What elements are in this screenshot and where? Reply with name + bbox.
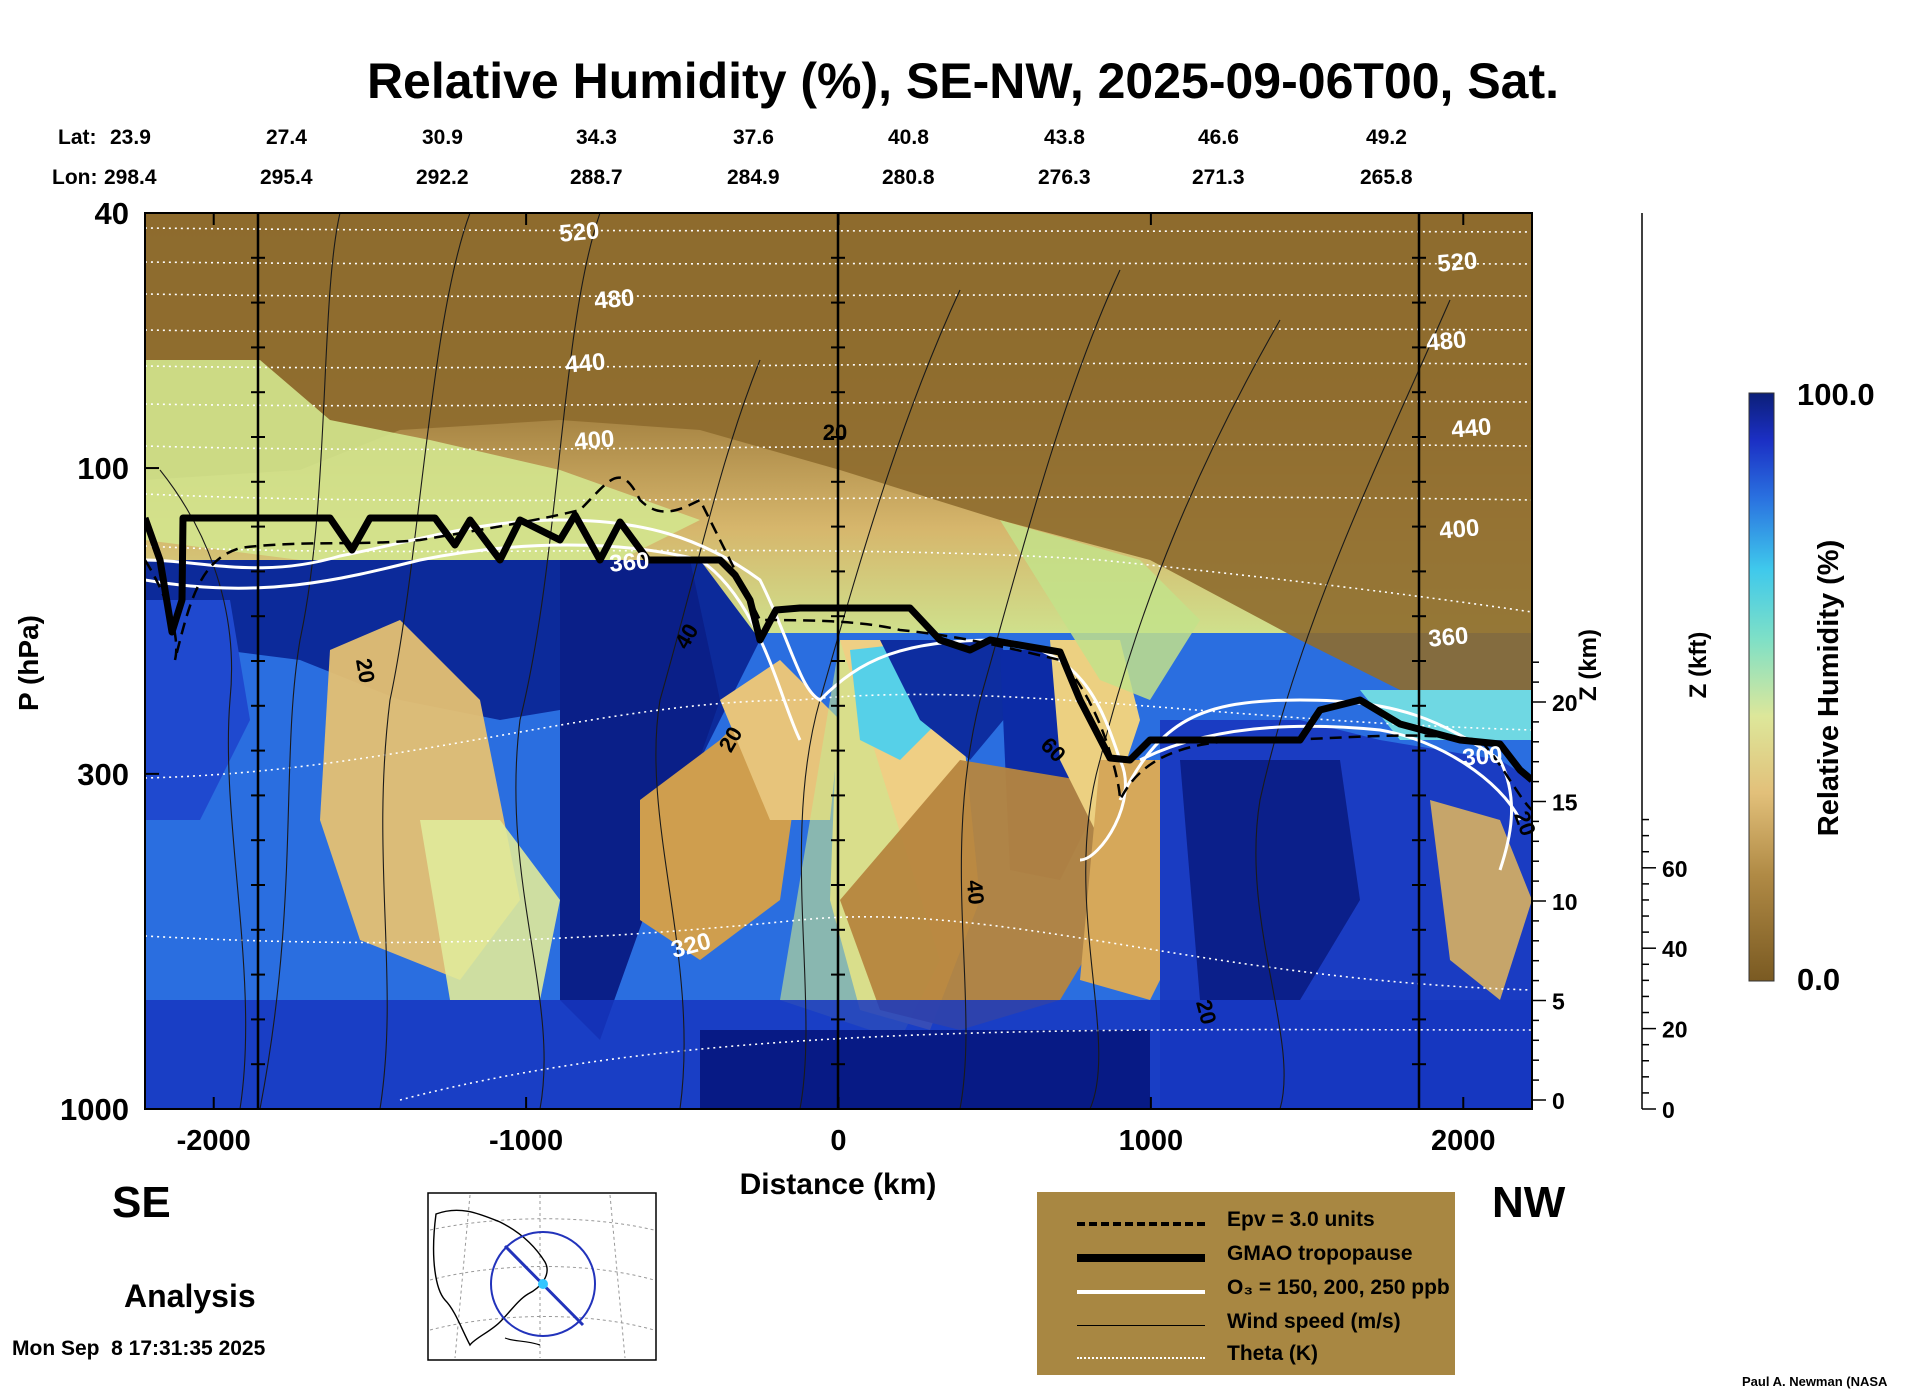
legend-text-ozone: O₃ = 150, 200, 250 ppb [1227, 1276, 1450, 1299]
x-axis: -2000 -1000 0 1000 2000 [177, 213, 1496, 1157]
lat-value: 46.6 [1198, 126, 1239, 149]
theta-label: 440 [1450, 413, 1492, 443]
legend-text-theta: Theta (K) [1227, 1342, 1318, 1365]
colorbar-gradient [1748, 392, 1775, 982]
z-km-tick-label: 20 [1552, 690, 1578, 716]
lat-value: 23.9 [110, 126, 151, 149]
legend-swatch-epv [1077, 1222, 1205, 1226]
lon-label: Lon: [52, 166, 98, 189]
theta-label: 360 [608, 547, 650, 577]
wind-speed-contours [159, 213, 1451, 1109]
lon-value: 292.2 [416, 166, 469, 189]
theta-label: 480 [593, 284, 635, 314]
lat-label: Lat: [58, 126, 97, 149]
direction-nw: NW [1492, 1178, 1566, 1227]
theta-label: 360 [1427, 622, 1469, 652]
lat-value: 49.2 [1366, 126, 1407, 149]
tropopause-line [145, 511, 1532, 783]
y-axis-pressure: 40 100 300 1000 [60, 196, 159, 1127]
lat-value: 40.8 [888, 126, 929, 149]
theta-label: 400 [573, 425, 615, 455]
legend-item-tropopause: GMAO tropopause [1037, 1240, 1455, 1274]
lon-value: 276.3 [1038, 166, 1091, 189]
wind-label: 20 [351, 656, 380, 684]
z-km-tick-label: 5 [1552, 989, 1565, 1015]
timestamp: Mon Sep 8 17:31:35 2025 [12, 1337, 266, 1360]
y-tick-label: 1000 [60, 1092, 129, 1127]
colorbar-label: Relative Humidity (%) [1813, 540, 1845, 837]
z-kft-tick-label: 40 [1662, 936, 1688, 962]
lon-value: 288.7 [570, 166, 623, 189]
z-km-label: Z (km) [1575, 629, 1602, 701]
x-tick-label: 0 [830, 1125, 846, 1157]
wind-label: 20 [823, 420, 847, 445]
y-tick-label: 300 [77, 757, 129, 792]
theta-contours [145, 227, 1532, 1101]
location-map [427, 1192, 657, 1361]
analysis-label: Analysis [124, 1278, 256, 1314]
lat-value: 34.3 [576, 126, 617, 149]
colorbar: 100.0 0.0 Relative Humidity (%) [1748, 377, 1875, 997]
lon-value: 280.8 [882, 166, 935, 189]
z-km-axis: 0 5 10 15 20 [1531, 213, 1578, 1114]
z-km-tick-label: 15 [1552, 790, 1578, 816]
vertical-line-ticks [251, 256, 1426, 1066]
z-kft-label: Z (kft) [1685, 632, 1712, 699]
x-tick-label: -2000 [177, 1125, 251, 1157]
wind-label: 40 [962, 879, 989, 906]
z-kft-axis: 0 20 40 60 [1641, 213, 1688, 1123]
legend-text-epv: Epv = 3.0 units [1227, 1208, 1375, 1231]
legend-item-wind: Wind speed (m/s) [1037, 1308, 1455, 1342]
theta-label: 400 [1438, 514, 1480, 544]
z-kft-tick-label: 0 [1662, 1097, 1675, 1123]
lon-value: 295.4 [260, 166, 313, 189]
z-kft-tick-label: 20 [1662, 1017, 1688, 1043]
y-tick-label: 100 [77, 451, 129, 486]
theta-label: 520 [558, 217, 600, 247]
chart-title: Relative Humidity (%), SE-NW, 2025-09-06… [366, 53, 1560, 109]
legend-item-ozone: O₃ = 150, 200, 250 ppb [1037, 1274, 1455, 1308]
lat-value: 37.6 [733, 126, 774, 149]
legend: Epv = 3.0 units GMAO tropopause O₃ = 150… [1037, 1192, 1455, 1375]
direction-se: SE [112, 1178, 171, 1227]
theta-label: 480 [1425, 326, 1467, 356]
x-tick-label: 2000 [1431, 1125, 1496, 1157]
x-axis-label: Distance (km) [740, 1168, 937, 1201]
legend-swatch-theta [1077, 1357, 1205, 1359]
theta-label: 440 [564, 348, 606, 378]
legend-swatch-wind [1077, 1325, 1205, 1326]
lon-value: 298.4 [104, 166, 157, 189]
legend-item-theta: Theta (K) [1037, 1340, 1455, 1374]
z-km-tick-label: 10 [1552, 889, 1578, 915]
lon-value: 284.9 [727, 166, 780, 189]
legend-swatch-ozone [1077, 1290, 1205, 1294]
theta-label: 520 [1436, 247, 1478, 277]
legend-item-epv: Epv = 3.0 units [1037, 1206, 1455, 1240]
lon-value: 265.8 [1360, 166, 1413, 189]
x-tick-label: -1000 [489, 1125, 563, 1157]
lat-value: 30.9 [422, 126, 463, 149]
theta-label: 300 [1461, 741, 1503, 771]
legend-text-tropopause: GMAO tropopause [1227, 1242, 1413, 1265]
colorbar-max-label: 100.0 [1797, 377, 1875, 412]
legend-text-wind: Wind speed (m/s) [1227, 1310, 1401, 1333]
y-axis-label: P (hPa) [13, 615, 44, 711]
z-kft-tick-label: 60 [1662, 856, 1688, 882]
legend-swatch-tropopause [1077, 1254, 1205, 1262]
z-km-tick-label: 0 [1552, 1088, 1565, 1114]
lat-value: 43.8 [1044, 126, 1085, 149]
lon-value: 271.3 [1192, 166, 1245, 189]
author-credit: Paul A. Newman (NASA [1742, 1374, 1888, 1389]
colorbar-min-label: 0.0 [1797, 962, 1840, 997]
x-tick-label: 1000 [1119, 1125, 1184, 1157]
y-tick-label: 40 [95, 196, 129, 231]
lat-value: 27.4 [266, 126, 307, 149]
